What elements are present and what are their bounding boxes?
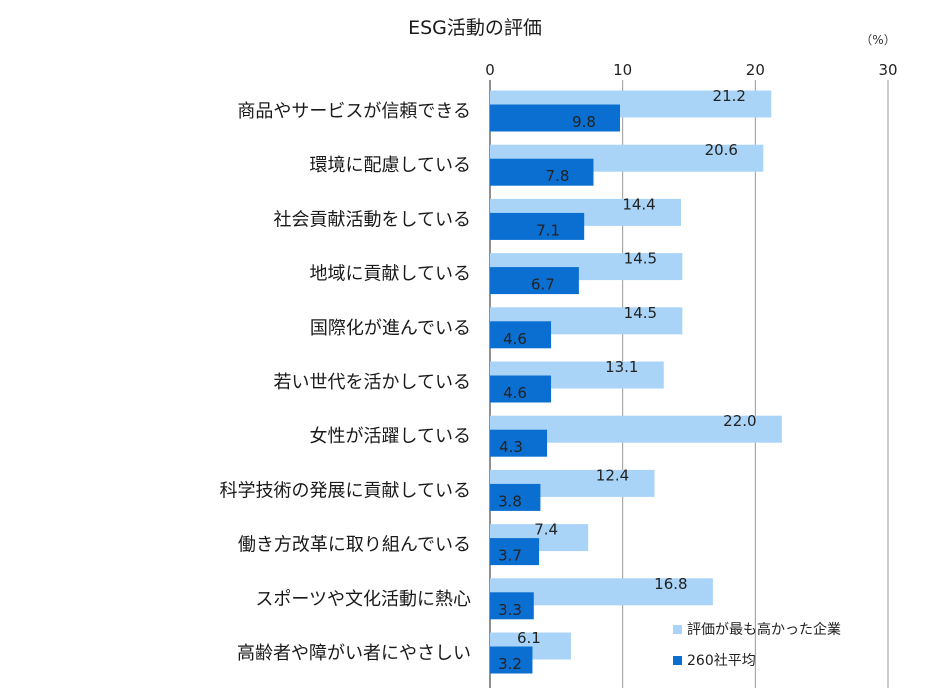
legend-label: 評価が最も高かった企業 bbox=[687, 621, 841, 638]
category-label: 国際化が進んでいる bbox=[310, 318, 471, 339]
category-label: 商品やサービスが信頼できる bbox=[237, 101, 471, 122]
category-label: 働き方改革に取り組んでいる bbox=[238, 535, 471, 556]
category-label: スポーツや文化活動に熱心 bbox=[255, 589, 471, 610]
data-label-top-company: 7.4 bbox=[534, 521, 558, 539]
data-label-top-company: 22.0 bbox=[723, 412, 756, 430]
category-label: 科学技術の発展に貢献している bbox=[220, 480, 471, 501]
data-label-average: 7.8 bbox=[546, 167, 570, 185]
x-axis-ticks: 0 10 20 30 bbox=[485, 61, 897, 79]
category-label: 地域に貢献している bbox=[310, 264, 471, 285]
data-label-average: 4.3 bbox=[499, 438, 523, 456]
data-label-average: 4.6 bbox=[503, 384, 527, 402]
data-label-top-company: 12.4 bbox=[596, 466, 629, 484]
data-label-top-company: 20.6 bbox=[705, 141, 738, 159]
chart-title: ESG活動の評価 bbox=[408, 17, 542, 39]
data-label-top-company: 6.1 bbox=[517, 629, 541, 647]
data-label-average: 7.1 bbox=[536, 221, 560, 239]
legend-label: 260社平均 bbox=[687, 653, 756, 669]
category-label: 女性が活躍している bbox=[310, 426, 471, 447]
data-label-average: 3.8 bbox=[498, 492, 522, 510]
bar-average bbox=[490, 267, 579, 295]
unit-label: （%） bbox=[860, 33, 895, 47]
data-label-top-company: 21.2 bbox=[713, 87, 746, 105]
bar-average bbox=[490, 538, 540, 566]
legend-swatch bbox=[673, 625, 682, 634]
bar-average bbox=[490, 375, 552, 403]
category-labels: 商品やサービスが信頼できる環境に配慮している社会貢献活動をしている地域に貢献して… bbox=[220, 101, 471, 664]
data-label-average: 3.7 bbox=[498, 547, 522, 565]
x-tick-label: 10 bbox=[613, 61, 632, 79]
category-label: 高齢者や障がい者にやさしい bbox=[237, 643, 471, 664]
x-tick-label: 20 bbox=[746, 61, 765, 79]
x-tick-label: 0 bbox=[485, 61, 495, 79]
x-tick-label: 30 bbox=[878, 61, 897, 79]
legend-swatch bbox=[673, 656, 682, 665]
data-label-top-company: 14.5 bbox=[624, 250, 657, 268]
data-label-top-company: 14.4 bbox=[622, 195, 655, 213]
legend: 評価が最も高かった企業 260社平均 bbox=[673, 621, 841, 669]
data-label-average: 3.3 bbox=[498, 601, 522, 619]
category-label: 社会貢献活動をしている bbox=[274, 209, 471, 230]
category-label: 環境に配慮している bbox=[310, 155, 471, 176]
data-label-top-company: 13.1 bbox=[605, 358, 638, 376]
data-label-top-company: 14.5 bbox=[624, 304, 657, 322]
data-label-average: 6.7 bbox=[531, 276, 555, 294]
bars: 21.2 9.8 20.6 7.8 14.4 7.1 14.5 6.7 14.5 4.6 13.1 4… bbox=[490, 87, 782, 674]
bar-average bbox=[490, 483, 541, 511]
data-label-average: 3.2 bbox=[498, 655, 522, 673]
bar-average bbox=[490, 646, 533, 674]
bar-average bbox=[490, 321, 552, 349]
bar-average bbox=[490, 429, 548, 457]
bar-average bbox=[490, 104, 621, 132]
bar-average bbox=[490, 592, 534, 620]
category-label: 若い世代を活かしている bbox=[274, 372, 471, 393]
data-label-average: 9.8 bbox=[572, 113, 596, 131]
data-label-top-company: 16.8 bbox=[654, 575, 687, 593]
bar-average bbox=[490, 158, 594, 186]
data-label-average: 4.6 bbox=[503, 330, 527, 348]
bar-average bbox=[490, 212, 585, 240]
